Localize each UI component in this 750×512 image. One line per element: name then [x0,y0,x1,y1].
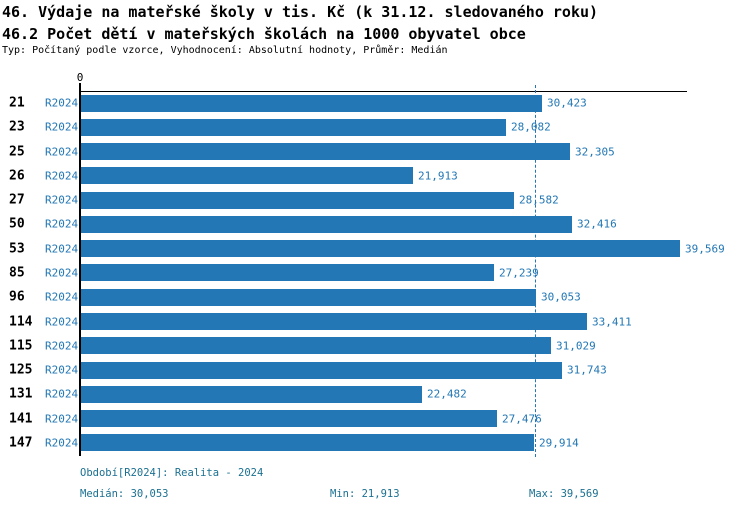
row-category-label: 147 [9,435,33,451]
row-category-label: 85 [9,265,25,281]
bar-value-label: 27,239 [499,266,539,280]
page-title: 46. Výdaje na mateřské školy v tis. Kč (… [2,3,599,21]
page-subtitle: 46.2 Počet dětí v mateřských školách na … [2,25,526,43]
bar [81,167,413,185]
bar [81,215,572,233]
bar-value-label: 31,029 [556,339,596,353]
chart-row: 53 R2024 39,569 [0,237,750,261]
chart-row: 115 R2024 31,029 [0,334,750,358]
bar-value-label: 21,913 [418,169,458,183]
bar [81,143,570,161]
bar-value-label: 32,305 [575,145,615,159]
chart-row: 141 R2024 27,476 [0,406,750,430]
chart-row: 25 R2024 32,305 [0,140,750,164]
axis-origin-label: 0 [76,71,84,84]
row-series-label: R2024 [45,120,79,134]
axis-origin-tick [79,83,81,91]
row-series-label: R2024 [45,387,79,401]
chart-row: 26 R2024 21,913 [0,164,750,188]
bar-value-label: 33,411 [592,315,632,329]
axis-vertical-line [79,91,81,456]
bar [81,361,562,379]
chart-row: 85 R2024 27,239 [0,261,750,285]
row-series-label: R2024 [45,266,79,280]
row-series-label: R2024 [45,96,79,110]
chart-row: 50 R2024 32,416 [0,212,750,236]
row-category-label: 125 [9,362,33,378]
row-category-label: 23 [9,119,25,135]
chart-row: 131 R2024 22,482 [0,382,750,406]
bar [81,264,494,282]
bar [81,240,680,258]
row-category-label: 26 [9,168,25,184]
bar-value-label: 30,053 [541,290,581,304]
chart-row: 96 R2024 30,053 [0,285,750,309]
row-series-label: R2024 [45,412,79,426]
bar-value-label: 31,743 [567,363,607,377]
footer-median: Medián: 30,053 [80,488,169,500]
row-category-label: 21 [9,95,25,111]
row-category-label: 141 [9,411,33,427]
bar [81,94,542,112]
bar [81,385,422,403]
bar [81,191,514,209]
chart-row: 114 R2024 33,411 [0,309,750,333]
bar-value-label: 39,569 [685,242,725,256]
chart-row: 27 R2024 28,582 [0,188,750,212]
chart-row: 147 R2024 29,914 [0,431,750,455]
chart-row: 23 R2024 28,082 [0,115,750,139]
row-series-label: R2024 [45,242,79,256]
footer-period: Období[R2024]: Realita - 2024 [80,467,264,479]
chart-meta-line: Typ: Počítaný podle vzorce, Vyhodnocení:… [2,45,448,56]
row-series-label: R2024 [45,169,79,183]
bar-value-label: 30,423 [547,96,587,110]
bar-value-label: 32,416 [577,217,617,231]
bar [81,313,587,331]
bar-chart: 21 R2024 30,423 23 R2024 28,082 25 R2024 32,305 2… [0,91,750,455]
bar [81,434,534,452]
row-category-label: 27 [9,192,25,208]
axis-top-line [80,91,687,92]
bar-value-label: 27,476 [502,412,542,426]
row-series-label: R2024 [45,290,79,304]
bar [81,288,536,306]
row-category-label: 53 [9,241,25,257]
median-line [535,85,536,457]
chart-row: 21 R2024 30,423 [0,91,750,115]
bar [81,410,497,428]
footer-min: Min: 21,913 [330,488,400,500]
row-category-label: 96 [9,289,25,305]
bar-value-label: 28,082 [511,120,551,134]
row-category-label: 25 [9,144,25,160]
bar-value-label: 28,582 [519,193,559,207]
footer-max: Max: 39,569 [529,488,599,500]
row-series-label: R2024 [45,217,79,231]
row-series-label: R2024 [45,436,79,450]
row-category-label: 131 [9,386,33,402]
bar [81,118,506,136]
row-category-label: 115 [9,338,33,354]
row-series-label: R2024 [45,363,79,377]
row-series-label: R2024 [45,315,79,329]
chart-row: 125 R2024 31,743 [0,358,750,382]
row-series-label: R2024 [45,339,79,353]
row-category-label: 114 [9,314,33,330]
row-category-label: 50 [9,216,25,232]
row-series-label: R2024 [45,193,79,207]
bar-value-label: 22,482 [427,387,467,401]
bar-value-label: 29,914 [539,436,579,450]
bar [81,337,551,355]
row-series-label: R2024 [45,145,79,159]
